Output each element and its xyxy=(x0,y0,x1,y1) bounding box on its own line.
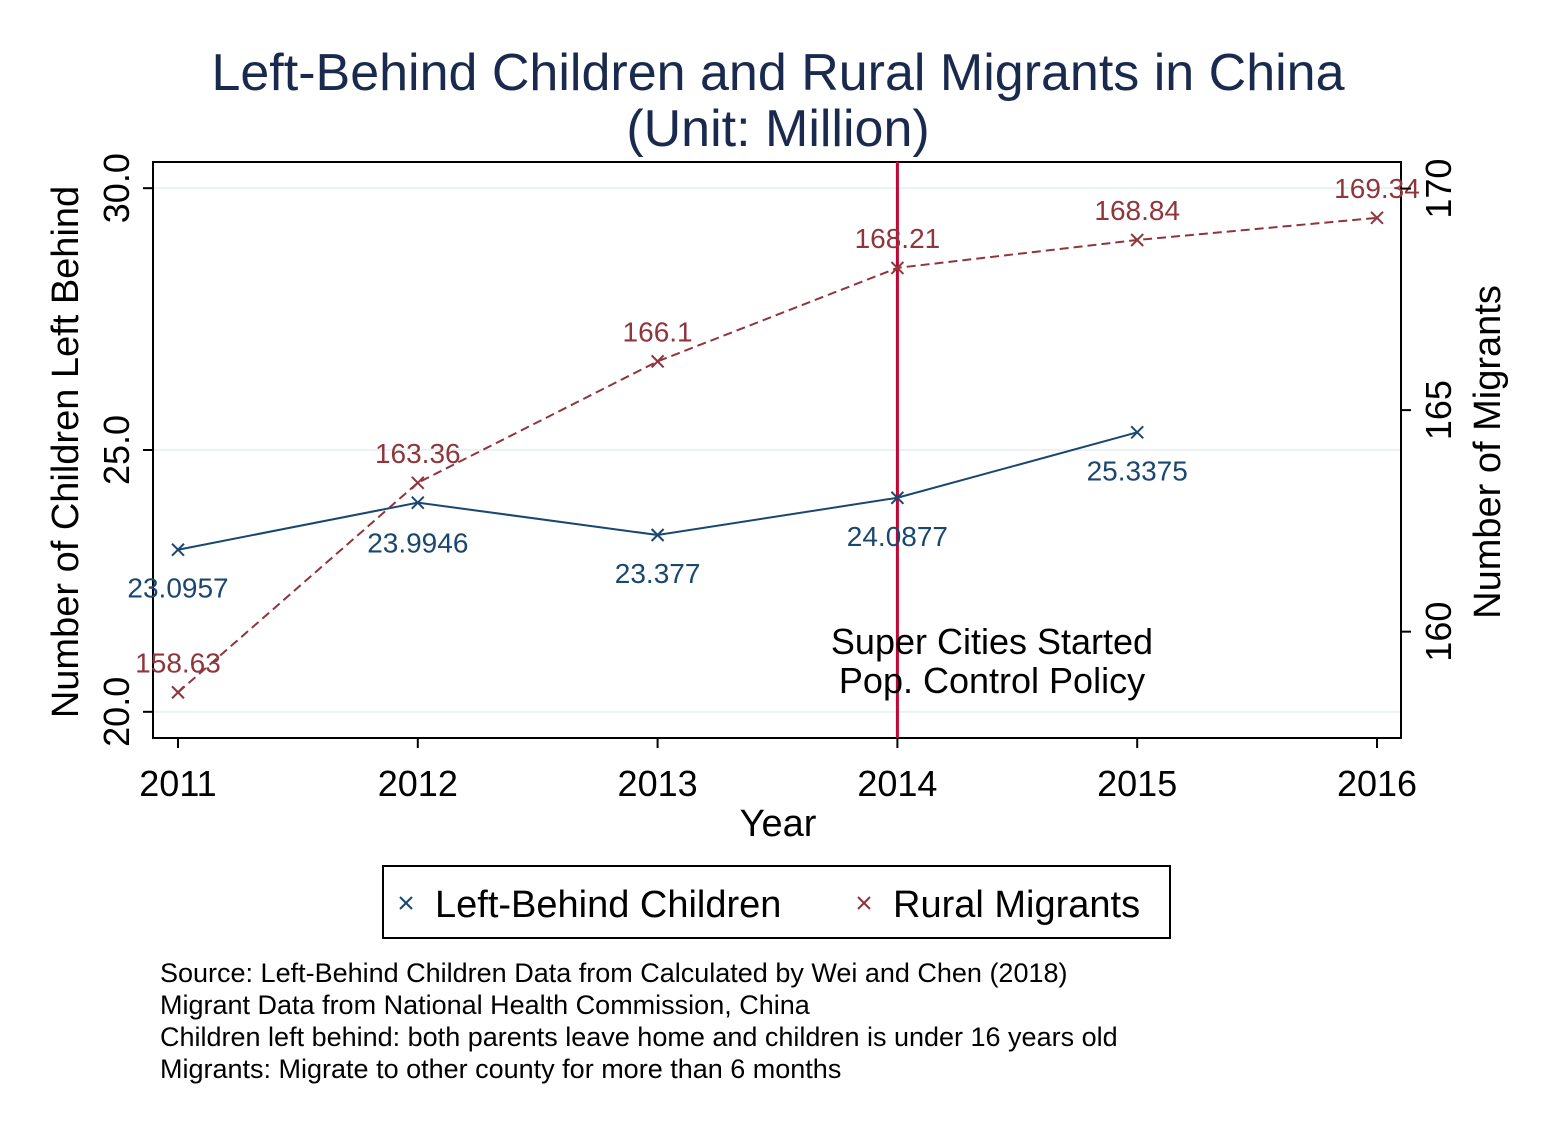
legend-marker-rural-migrants xyxy=(857,896,871,910)
legend-marker xyxy=(399,896,413,910)
data-point xyxy=(890,491,905,505)
marker-stroke xyxy=(411,476,425,490)
y-left-tick-label: 30.0 xyxy=(96,153,137,223)
source-notes: Source: Left-Behind Children Data from C… xyxy=(160,957,1118,1085)
data-point xyxy=(171,685,185,700)
y-right-tick-label: 165 xyxy=(1418,380,1459,440)
marker-stroke xyxy=(399,896,413,910)
note-line: Migrants: Migrate to other county for mo… xyxy=(160,1054,842,1084)
marker-stroke xyxy=(1130,425,1144,440)
marker-stroke xyxy=(1130,233,1144,247)
data-point xyxy=(411,476,425,490)
data-label: 23.377 xyxy=(615,558,701,589)
data-label: 168.84 xyxy=(1094,195,1180,226)
data-label: 23.9946 xyxy=(367,528,468,559)
marker-stroke xyxy=(171,685,185,700)
data-label: 23.0957 xyxy=(127,573,228,604)
x-tick-label: 2015 xyxy=(1097,763,1177,804)
x-axis-label: Year xyxy=(740,803,817,845)
x-tick-label: 2012 xyxy=(378,763,458,804)
data-label: 166.1 xyxy=(623,316,693,347)
y-axis-right-label: Number of Migrants xyxy=(1467,285,1509,619)
reference-line-label: Super Cities Started xyxy=(831,621,1153,662)
data-point xyxy=(1130,425,1144,440)
data-point xyxy=(1370,211,1384,225)
series-line xyxy=(177,216,1378,694)
legend-box xyxy=(382,865,1171,939)
chart-title: Left-Behind Children and Rural Migrants … xyxy=(211,44,1344,102)
axes: 20.0 25.0 30.0 160 165 170 2011 2012 2013 2014 201… xyxy=(96,153,1459,804)
marker-stroke xyxy=(411,495,425,510)
note-line: Children left behind: both parents leave… xyxy=(160,1022,1118,1052)
data-label: 163.36 xyxy=(375,438,461,469)
x-tick-label: 2013 xyxy=(618,763,698,804)
marker-stroke xyxy=(890,491,905,505)
y-right-tick-label: 160 xyxy=(1418,602,1459,662)
marker-stroke xyxy=(650,528,665,542)
x-tick-label: 2011 xyxy=(139,763,216,804)
series-left-behind-children: 23.0957 23.9946 23.377 24.0877 25.3375 xyxy=(127,425,1188,604)
y-right-tick-label: 170 xyxy=(1418,159,1459,219)
marker-stroke xyxy=(890,261,905,275)
legend-marker xyxy=(857,896,871,910)
data-label: 24.0877 xyxy=(847,521,948,552)
gridlines xyxy=(153,187,1401,713)
x-tick-label: 2014 xyxy=(857,763,937,804)
legend-label-left-behind-children: Left-Behind Children xyxy=(435,884,781,926)
marker-stroke xyxy=(650,354,665,369)
y-axis-left-label: Number of Children Left Behind xyxy=(45,186,87,718)
marker-stroke xyxy=(857,896,871,910)
data-point xyxy=(171,543,185,557)
y-left-tick-label: 20.0 xyxy=(96,677,137,747)
legend: Left-Behind Children Rural Migrants xyxy=(382,865,1171,939)
data-point xyxy=(411,495,425,510)
chart-subtitle: (Unit: Million) xyxy=(626,100,929,158)
reference-line-label: Pop. Control Policy xyxy=(839,660,1145,701)
data-label: 168.21 xyxy=(855,223,941,254)
data-point xyxy=(1130,233,1144,247)
note-line: Migrant Data from National Health Commis… xyxy=(160,990,810,1020)
legend-label-rural-migrants: Rural Migrants xyxy=(893,884,1140,926)
y-left-tick-label: 25.0 xyxy=(96,415,137,485)
data-point xyxy=(650,354,665,369)
data-label: 25.3375 xyxy=(1087,455,1188,486)
note-line: Source: Left-Behind Children Data from C… xyxy=(160,958,1068,988)
marker-stroke xyxy=(1370,211,1384,225)
data-point xyxy=(890,261,905,275)
x-tick-label: 2016 xyxy=(1337,763,1417,804)
series-group: 23.0957 23.9946 23.377 24.0877 25.3375 158.63… xyxy=(127,173,1420,700)
marker-stroke xyxy=(171,543,185,557)
data-point xyxy=(650,528,665,542)
data-label: 158.63 xyxy=(135,647,221,678)
legend-marker-left-behind-children xyxy=(399,896,413,910)
